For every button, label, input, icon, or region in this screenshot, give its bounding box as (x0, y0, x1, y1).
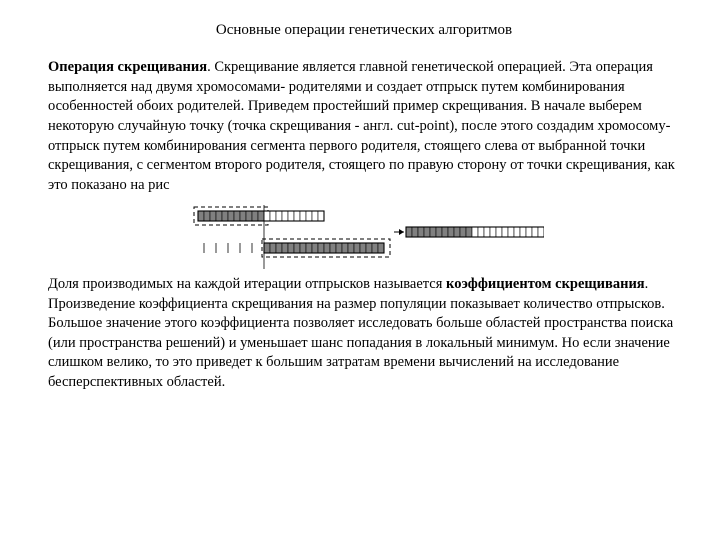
p2-bold: коэффициентом скрещивания (446, 276, 645, 292)
page-title: Основные операции генетических алгоритмо… (48, 20, 680, 40)
paragraph-crossover-coeff: Доля производимых на каждой итерации отп… (48, 275, 680, 392)
p2-pre: Доля производимых на каждой итерации отп… (48, 276, 446, 292)
paragraph-crossover-op: Операция скрещивания. Скрещивание являет… (48, 58, 680, 195)
bold-lead: Операция скрещивания (48, 59, 207, 75)
p1-rest: . Скрещивание является главной генетичес… (48, 59, 675, 192)
p2-post: . Произведение коэффициента скрещивания … (48, 276, 673, 390)
crossover-diagram-wrap (48, 205, 680, 269)
crossover-diagram (184, 205, 544, 269)
